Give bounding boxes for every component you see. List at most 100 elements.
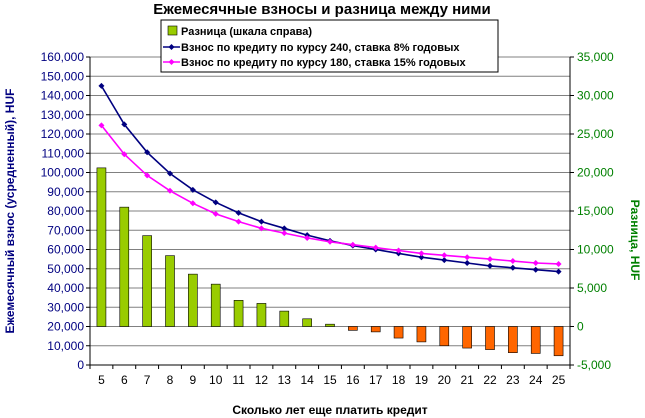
bar <box>416 326 427 343</box>
x-tick-label: 10 <box>209 373 223 387</box>
data-point <box>395 247 402 254</box>
x-tick-label: 25 <box>552 373 566 387</box>
left-tick-label: 90,000 <box>47 185 84 199</box>
bar <box>279 310 290 327</box>
left-tick-label: 160,000 <box>41 50 85 64</box>
left-tick-label: 140,000 <box>41 89 85 103</box>
bar <box>233 300 244 327</box>
data-point <box>555 260 562 267</box>
legend-item-180: Взнос по кредиту по курсу 180, ставка 15… <box>163 57 467 69</box>
bar <box>393 326 404 339</box>
bar <box>119 206 130 327</box>
chart-title: Ежемесячные взносы и разница между ними <box>153 1 490 18</box>
legend: Разница (шкала справа) Взнос по кредиту … <box>160 19 499 73</box>
x-tick-label: 6 <box>121 373 128 387</box>
gridlines <box>90 56 570 347</box>
legend-marker-240 <box>168 44 175 50</box>
data-point <box>189 186 196 193</box>
right-tick-label: 5,000 <box>577 281 607 295</box>
data-point <box>281 230 288 237</box>
left-tick-label: 20,000 <box>47 320 84 334</box>
bar <box>325 323 335 327</box>
left-tick-label: 70,000 <box>47 223 84 237</box>
right-tick-label: 20,000 <box>577 166 614 180</box>
x-tick-label: 21 <box>460 373 474 387</box>
data-point <box>189 200 196 207</box>
data-point <box>509 264 516 271</box>
bar <box>462 326 472 349</box>
data-point <box>464 254 471 261</box>
bar <box>508 326 518 353</box>
legend-item-difference: Разница (шкала справа) <box>167 25 312 38</box>
line-series-240 <box>98 82 562 275</box>
bar <box>348 326 358 331</box>
bar <box>210 283 221 327</box>
data-point <box>441 257 448 264</box>
data-point <box>555 268 562 275</box>
left-axis-title: Ежемесячный взнос (усредненный), HUF <box>3 89 17 334</box>
left-tick-label: 100,000 <box>41 166 85 180</box>
bar <box>165 255 175 327</box>
left-tick-label: 50,000 <box>47 262 84 276</box>
x-tick-label: 15 <box>323 373 337 387</box>
bar <box>530 326 541 354</box>
left-tick-label: 0 <box>77 358 84 372</box>
data-point <box>144 149 151 156</box>
bar <box>256 303 267 327</box>
bar <box>370 326 381 333</box>
x-axis-title: Сколько лет еще платить кредит <box>232 403 427 417</box>
legend-label-180: Взнос по кредиту по курсу 180, ставка 15… <box>181 57 467 69</box>
line-series-group <box>98 82 562 275</box>
right-tick-label: 15,000 <box>577 204 614 218</box>
left-tick-label: 150,000 <box>41 69 85 83</box>
bar <box>188 273 198 327</box>
x-tick-label: 22 <box>483 373 497 387</box>
x-tick-label: 23 <box>506 373 520 387</box>
data-point <box>532 266 539 273</box>
data-point <box>441 252 448 259</box>
tick-labels: 0 10,000 20,000 30,000 40,000 50,000 60,000 70,… <box>41 50 614 387</box>
bar <box>485 326 495 350</box>
left-tick-label: 80,000 <box>47 204 84 218</box>
data-point <box>212 199 219 206</box>
data-point <box>487 262 493 269</box>
bar <box>142 235 152 327</box>
legend-box <box>160 19 499 73</box>
x-tick-label: 16 <box>346 373 360 387</box>
data-point <box>235 209 242 216</box>
x-tick-label: 12 <box>255 373 269 387</box>
left-tick-label: 30,000 <box>47 300 84 314</box>
data-point <box>281 225 288 232</box>
legend-label-240: Взнос по кредиту по курсу 240, ставка 8%… <box>181 42 460 54</box>
x-tick-label: 14 <box>300 373 314 387</box>
legend-label-difference: Разница (шкала справа) <box>181 26 312 38</box>
data-point <box>98 82 105 89</box>
data-point <box>144 172 151 179</box>
axes <box>86 56 574 369</box>
left-tick-label: 40,000 <box>47 281 84 295</box>
x-tick-label: 17 <box>369 373 383 387</box>
right-tick-label: 35,000 <box>577 50 614 64</box>
x-tick-label: 18 <box>392 373 406 387</box>
left-tick-label: 60,000 <box>47 243 84 257</box>
right-tick-label: -5,000 <box>577 358 611 372</box>
left-tick-label: 130,000 <box>41 108 85 122</box>
x-tick-label: 5 <box>98 373 105 387</box>
data-point <box>532 259 539 266</box>
data-point <box>121 121 128 128</box>
x-tick-label: 13 <box>278 373 292 387</box>
x-tick-label: 9 <box>190 373 197 387</box>
left-tick-label: 10,000 <box>47 339 84 353</box>
right-tick-label: 10,000 <box>577 243 614 257</box>
data-point <box>258 218 265 225</box>
data-point <box>258 225 265 232</box>
right-tick-label: 25,000 <box>577 127 614 141</box>
x-tick-label: 24 <box>529 373 543 387</box>
right-tick-label: 30,000 <box>577 89 614 103</box>
data-point <box>487 256 493 263</box>
bar <box>553 326 564 357</box>
line-series-180 <box>98 122 562 267</box>
x-tick-label: 11 <box>232 373 245 387</box>
data-point <box>372 244 379 251</box>
bar-series-difference <box>96 167 564 357</box>
